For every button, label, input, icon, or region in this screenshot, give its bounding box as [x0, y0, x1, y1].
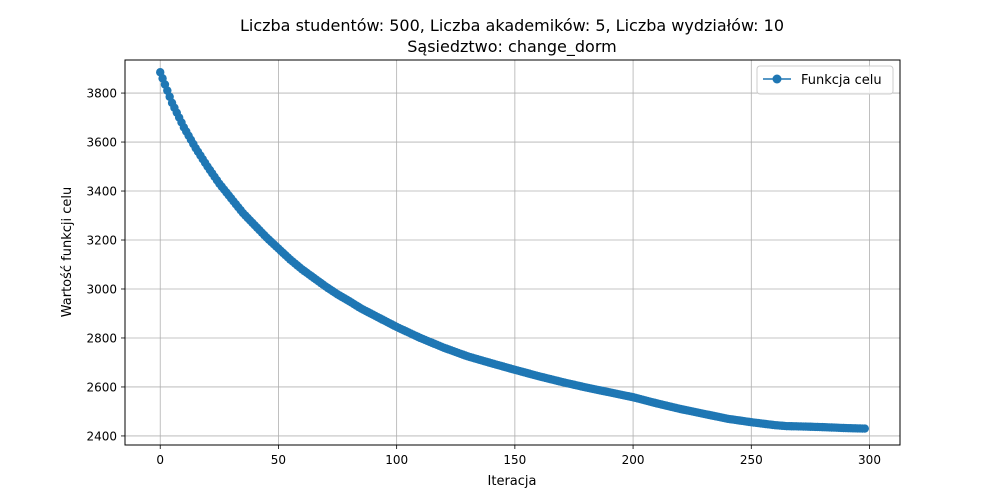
plot-frame: [124, 59, 901, 446]
y-tick-label: 3600: [86, 136, 117, 150]
y-tick-label: 3400: [86, 185, 117, 199]
x-tick-label: 100: [385, 453, 408, 467]
x-tick-label: 50: [271, 453, 286, 467]
chart-subtitle: Sąsiedztwo: change_dorm: [407, 37, 616, 57]
chart-title: Liczba studentów: 500, Liczba akademików…: [240, 16, 784, 35]
tick-layer: 0 50 100 150 200 250 300 2400 2600 2800 3000 3200 34…: [86, 87, 881, 467]
series-line: [159, 71, 865, 430]
legend: Funkcja celu: [756, 65, 894, 95]
x-tick-label: 200: [622, 453, 645, 467]
x-tick-label: 250: [740, 453, 763, 467]
x-axis-label: Iteracja: [488, 474, 537, 489]
y-tick-label: 3800: [86, 87, 117, 101]
x-tick-label: 300: [858, 453, 881, 467]
y-tick-label: 3200: [86, 234, 117, 248]
data-point: [860, 424, 869, 433]
y-tick-label: 2400: [86, 429, 117, 443]
x-tick-label: 0: [156, 453, 164, 467]
legend-marker-swatch: [772, 74, 782, 84]
y-tick-label: 2800: [86, 331, 117, 345]
series-layer: [156, 68, 869, 433]
legend-label: Funkcja celu: [801, 73, 882, 88]
y-axis-label: Wartość funkcji celu: [60, 187, 75, 318]
legend-box: [756, 65, 894, 95]
x-tick-label: 150: [503, 453, 526, 467]
grid-layer: [125, 60, 900, 445]
y-tick-label: 2600: [86, 380, 117, 394]
y-tick-label: 3000: [86, 282, 117, 296]
